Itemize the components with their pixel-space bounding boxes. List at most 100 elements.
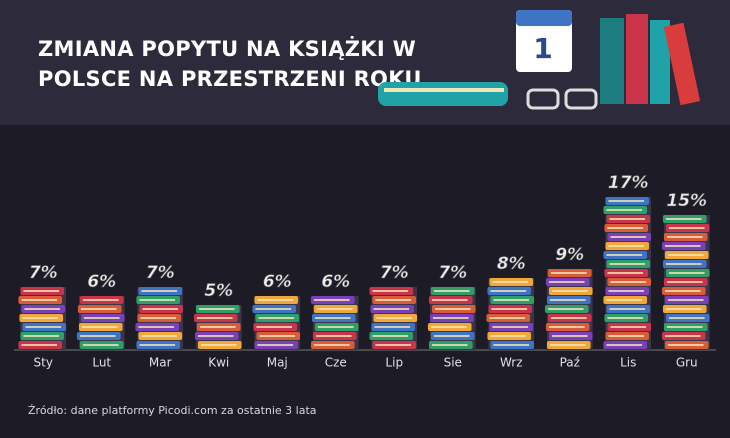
book-stack [76, 296, 125, 349]
book-pages [314, 317, 351, 319]
x-tick-label: Lip [385, 356, 403, 370]
book-pages [138, 326, 175, 328]
book-pages [316, 308, 353, 310]
value-label: 7% [438, 263, 467, 283]
book-pages [140, 317, 177, 319]
book-pages [139, 344, 176, 346]
value-label: 17% [608, 173, 649, 193]
x-tick-label: Sie [444, 356, 462, 370]
book-stack [369, 287, 418, 349]
book-pages [492, 281, 529, 283]
x-tick-label: Paź [560, 356, 580, 370]
book-pages [607, 317, 644, 319]
calendar-label: 1 [533, 32, 552, 65]
book-stack [193, 305, 242, 349]
book-pages [492, 326, 529, 328]
book-pages [374, 326, 411, 328]
book-pages [664, 290, 701, 292]
book-pages [665, 218, 702, 220]
book-pages [81, 326, 118, 328]
book-pages [259, 335, 296, 337]
value-label: 8% [497, 254, 526, 274]
x-tick-label: Kwi [208, 356, 229, 370]
book-pages [490, 335, 527, 337]
book-pages [433, 335, 470, 337]
book-stack [310, 296, 359, 349]
book-pages [141, 290, 178, 292]
book-pages [315, 335, 352, 337]
x-tick-label: Gru [676, 356, 698, 370]
book-pages [258, 317, 295, 319]
book-pages [606, 209, 643, 211]
x-tick-label: Sty [34, 356, 53, 370]
book-pages [551, 290, 588, 292]
book-stack [427, 287, 476, 349]
book-pages [606, 344, 643, 346]
book-pages [550, 317, 587, 319]
x-tick-label: Maj [267, 356, 288, 370]
book-pages [666, 281, 703, 283]
book-pages [667, 254, 704, 256]
book-pages [489, 317, 526, 319]
book-pages [609, 308, 646, 310]
book-pages [549, 299, 586, 301]
x-tick-label: Wrz [500, 356, 523, 370]
book-pages [667, 344, 704, 346]
book-pages [490, 290, 527, 292]
book-pages [665, 308, 702, 310]
value-label: 7% [29, 263, 58, 283]
book-pages [142, 308, 179, 310]
book-pages [79, 335, 116, 337]
book-pages [607, 272, 644, 274]
book-pages [82, 344, 119, 346]
book-pages [606, 254, 643, 256]
book-pages [23, 335, 60, 337]
book-pages [606, 299, 643, 301]
book-pages [372, 335, 409, 337]
book-pages [666, 236, 703, 238]
book-stack [603, 197, 652, 349]
book-pages [668, 227, 705, 229]
x-tick-label: Cze [325, 356, 347, 370]
book-pages [23, 290, 60, 292]
book-pages [139, 299, 176, 301]
book-pages [609, 263, 646, 265]
book-pages [608, 245, 645, 247]
book-pages [434, 308, 471, 310]
book-pages [664, 335, 701, 337]
book-pages [375, 299, 412, 301]
book-pages [610, 281, 647, 283]
source-note: Źródło: dane platformy Picodi.com za ost… [28, 404, 317, 417]
book-stack [544, 269, 593, 349]
x-tick-label: Lis [620, 356, 636, 370]
book-pages [664, 245, 701, 247]
book-pages [431, 344, 468, 346]
book-pages [549, 344, 586, 346]
book-pages [375, 344, 412, 346]
value-label: 9% [555, 245, 584, 265]
book-stack [252, 296, 301, 349]
book-pages [257, 299, 294, 301]
chart-title: ZMIANA POPYTU NA KSIĄŻKI W POLSCE NA PRZ… [38, 37, 422, 91]
value-label: 15% [666, 191, 707, 211]
book-pages [608, 290, 645, 292]
book-pages [83, 317, 120, 319]
value-label: 7% [380, 263, 409, 283]
book-pages [141, 335, 178, 337]
header-illustration [378, 10, 701, 110]
value-label: 6% [87, 272, 116, 292]
book-pages [608, 335, 645, 337]
book-pages [198, 308, 235, 310]
book-pages [610, 236, 647, 238]
book-pages [317, 326, 354, 328]
book-pages [430, 326, 467, 328]
book-pages [196, 317, 233, 319]
book-pages [372, 290, 409, 292]
book-pages [376, 317, 413, 319]
book-stack [18, 287, 67, 349]
book-pages [607, 227, 644, 229]
x-tick-label: Mar [149, 356, 172, 370]
book-pages [313, 299, 350, 301]
